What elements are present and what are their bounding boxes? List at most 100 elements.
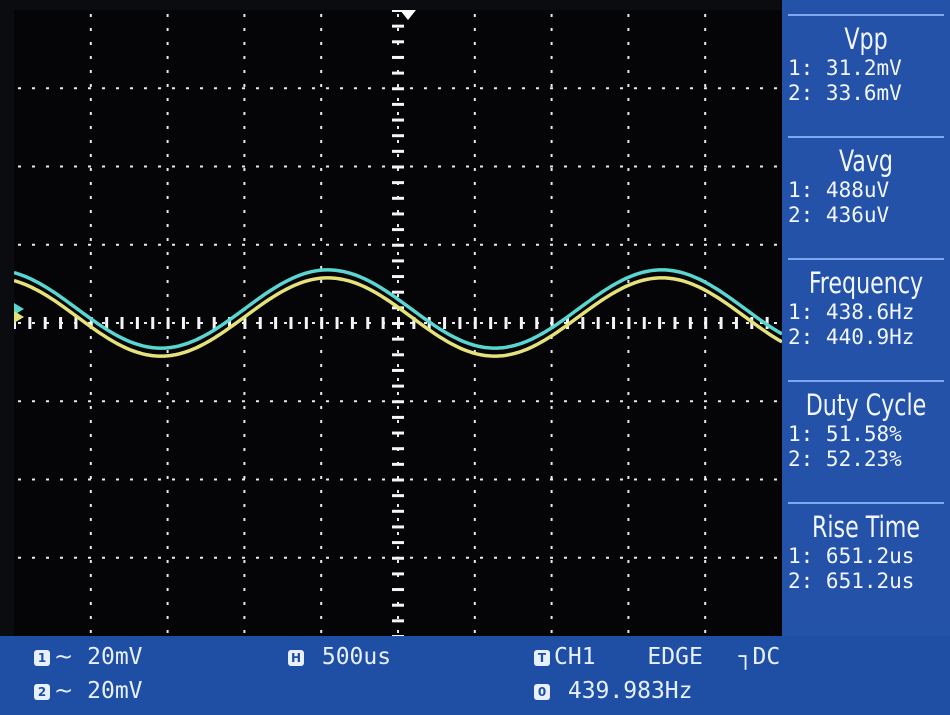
- grid-dot: [243, 182, 246, 185]
- grid-dot: [550, 154, 553, 157]
- grid-dot: [746, 556, 749, 559]
- grid-dot: [320, 630, 323, 633]
- grid-dot: [243, 140, 246, 143]
- center-axis-tick: [289, 317, 293, 329]
- grid-dot: [320, 252, 323, 255]
- grid-dot: [243, 574, 246, 577]
- grid-dot: [564, 556, 567, 559]
- center-axis-tick: [392, 478, 404, 482]
- center-axis-tick: [392, 337, 404, 341]
- grid-dot: [320, 98, 323, 101]
- grid-dot: [312, 556, 315, 559]
- measurement-vavg[interactable]: Vavg 1: 488uV 2: 436uV: [788, 136, 944, 228]
- center-axis-tick: [392, 290, 404, 294]
- measurement-frequency[interactable]: Frequency 1: 438.6Hz 2: 440.9Hz: [788, 258, 944, 350]
- grid-dot: [320, 168, 323, 171]
- grid-dot: [89, 462, 92, 465]
- measurement-rise-time[interactable]: Rise Time 1: 651.2us 2: 651.2us: [788, 502, 944, 594]
- grid-dot: [116, 87, 119, 90]
- grid-dot: [256, 243, 259, 246]
- grid-dot: [397, 238, 399, 241]
- grid-dot: [243, 70, 246, 73]
- grid-dot: [382, 165, 385, 168]
- grid-dot: [606, 400, 609, 403]
- grid-dot: [627, 42, 630, 45]
- grid-dot: [627, 560, 630, 563]
- ch1-ground-marker[interactable]: [14, 311, 24, 323]
- grid-dot: [473, 462, 476, 465]
- grid-dot: [89, 238, 92, 241]
- grid-dot: [18, 478, 21, 481]
- measurement-vpp[interactable]: Vpp 1: 31.2mV 2: 33.6mV: [788, 14, 944, 106]
- grid-dot: [382, 243, 385, 246]
- grid-dot: [89, 196, 92, 199]
- center-axis-tick: [392, 322, 404, 325]
- grid-dot: [186, 243, 189, 246]
- grid-dot: [354, 478, 357, 481]
- grid-dot: [704, 478, 707, 481]
- grid-dot: [89, 182, 92, 185]
- grid-dot: [473, 238, 476, 241]
- grid-dot: [473, 98, 476, 101]
- grid-dot: [550, 588, 553, 591]
- grid-dot: [242, 478, 245, 481]
- grid-dot: [550, 476, 553, 479]
- ch2-scale-readout[interactable]: 2 ~ 20mV: [34, 678, 143, 704]
- grid-dot: [89, 308, 92, 311]
- grid-dot: [760, 478, 763, 481]
- grid-dot: [550, 28, 553, 31]
- grid-dot: [410, 556, 413, 559]
- grid-dot: [473, 518, 476, 521]
- measurement-duty-cycle[interactable]: Duty Cycle 1: 51.58% 2: 52.23%: [788, 380, 944, 472]
- grid-dot: [320, 112, 323, 115]
- grid-dot: [89, 154, 92, 157]
- grid-dot: [627, 196, 630, 199]
- center-axis-tick: [673, 317, 677, 329]
- grid-dot: [354, 243, 357, 246]
- grid-dot: [397, 126, 399, 129]
- grid-dot: [243, 84, 246, 87]
- grid-dot: [704, 112, 707, 115]
- grid-dot: [578, 322, 581, 324]
- ch2-ground-marker[interactable]: [14, 303, 24, 315]
- grid-dot: [89, 336, 92, 339]
- grid-dot: [473, 182, 476, 185]
- grid-dot: [243, 126, 246, 129]
- grid-dot: [438, 87, 441, 90]
- grid-dot: [172, 165, 175, 168]
- grid-dot: [662, 243, 665, 246]
- grid-dot: [320, 406, 323, 409]
- timebase-readout[interactable]: H 500us: [288, 644, 391, 670]
- grid-dot: [550, 602, 553, 605]
- grid-dot: [243, 616, 246, 619]
- trigger-readout[interactable]: T CH1 EDGE ┐DC: [534, 644, 780, 670]
- grid-dot: [89, 518, 92, 521]
- grid-dot: [704, 28, 707, 31]
- center-axis-tick: [392, 541, 404, 545]
- grid-dot: [473, 350, 476, 353]
- grid-dot: [166, 112, 169, 115]
- grid-dot: [522, 556, 525, 559]
- grid-dot: [320, 364, 323, 367]
- grid-dot: [166, 336, 169, 339]
- grid-dot: [166, 350, 169, 353]
- grid-dot: [550, 364, 553, 367]
- grid-dot: [397, 224, 399, 227]
- grid-dot: [242, 556, 245, 559]
- grid-dot: [704, 210, 707, 213]
- grid-dot: [89, 560, 92, 563]
- ch1-scale-readout[interactable]: 1 ~ 20mV: [34, 644, 143, 670]
- grid-dot: [74, 243, 77, 246]
- center-axis-tick: [642, 317, 646, 329]
- grid-dot: [578, 556, 581, 559]
- grid-dot: [166, 14, 169, 17]
- center-axis-tick: [166, 317, 170, 329]
- grid-dot: [466, 478, 469, 481]
- grid-dot: [74, 478, 77, 481]
- grid-dot: [606, 243, 609, 246]
- grid-dot: [320, 434, 323, 437]
- grid-dot: [32, 87, 35, 90]
- grid-dot: [340, 322, 343, 324]
- grid-dot: [550, 574, 553, 577]
- grid-dot: [166, 448, 169, 451]
